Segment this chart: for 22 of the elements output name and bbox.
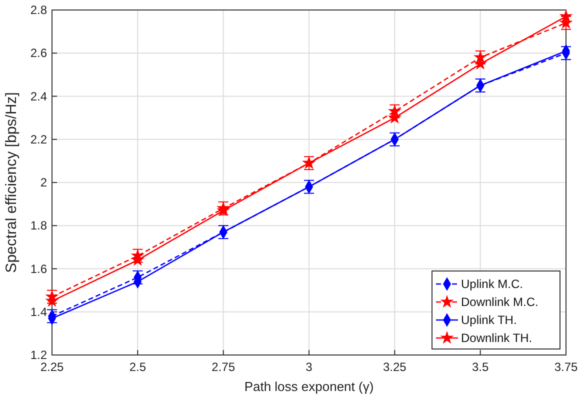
y-tick-label: 1.4 xyxy=(30,304,48,319)
y-tick-label: 2.2 xyxy=(30,132,48,146)
y-tick-label: 2 xyxy=(40,176,48,190)
legend-label: Uplink M.C. xyxy=(461,277,524,291)
x-tick-label: 3.5 xyxy=(472,360,489,374)
x-tick-label: 2.5 xyxy=(129,360,146,374)
y-tick-label: 1.6 xyxy=(30,262,48,276)
y-tick-label: 2.6 xyxy=(30,46,48,60)
y-axis-title: Spectral efficiency [bps/Hz] xyxy=(3,92,20,273)
x-tick-label: 3 xyxy=(306,360,313,374)
x-tick-label: 3.75 xyxy=(554,360,578,374)
y-tick-label: 1.8 xyxy=(30,218,48,233)
y-tick-label: 2.8 xyxy=(30,3,48,17)
x-axis-title: Path loss exponent (γ) xyxy=(244,379,374,394)
legend-label: Downlink M.C. xyxy=(461,295,538,309)
y-tick-label: 1.2 xyxy=(30,348,48,362)
legend-label: Uplink TH. xyxy=(461,313,517,327)
x-tick-label: 3.25 xyxy=(382,360,407,374)
y-tick-label: 2.4 xyxy=(30,89,48,104)
x-tick-label: 2.75 xyxy=(212,360,236,374)
x-tick-label: 2.25 xyxy=(40,360,64,374)
legend-label: Downlink TH. xyxy=(461,331,532,345)
